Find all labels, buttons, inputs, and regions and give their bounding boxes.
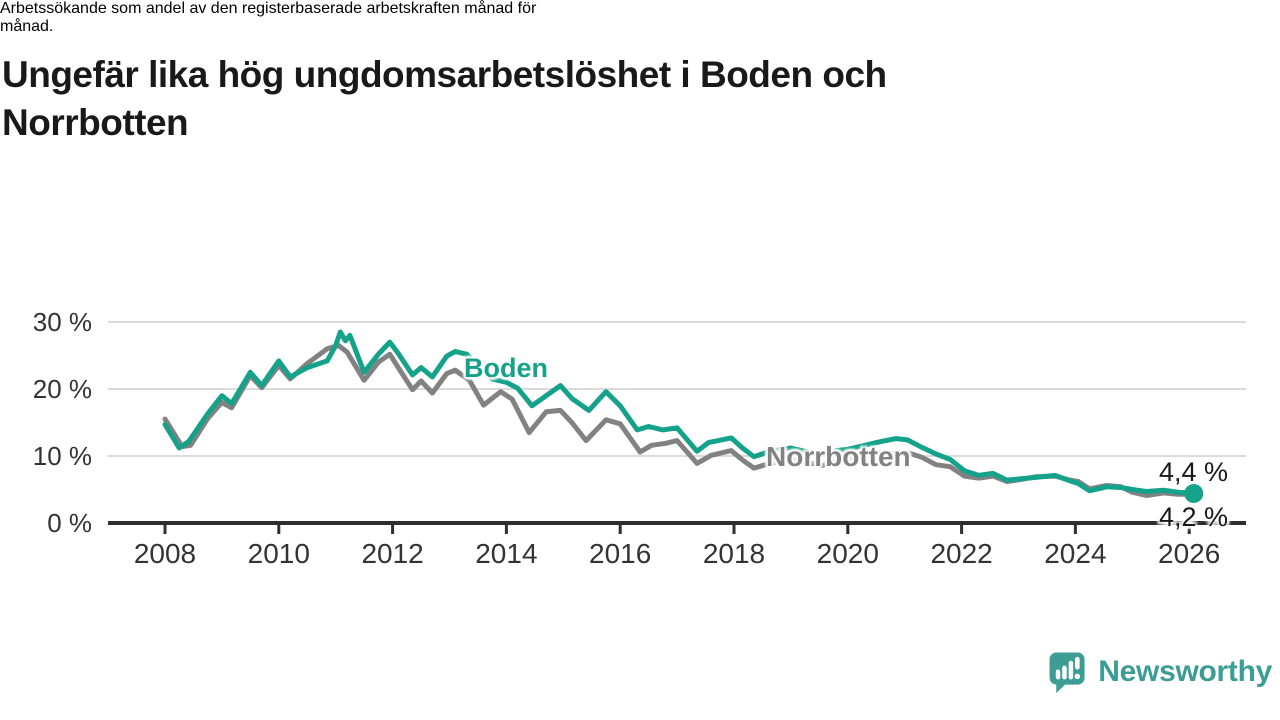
x-axis-label: 2020 — [816, 538, 879, 569]
x-axis-label: 2012 — [361, 538, 424, 569]
x-axis-label: 2016 — [589, 538, 652, 569]
newsworthy-speech-bubble-bars-icon — [1049, 652, 1085, 693]
x-axis-label: 2008 — [133, 538, 197, 569]
series-line-boden — [162, 329, 1197, 496]
newsworthy-logo: Newsworthy — [1047, 650, 1272, 694]
y-axis-label: 10 % — [32, 441, 92, 471]
chart-subtitle-line-1: Arbetssökande som andel av den registerb… — [0, 0, 537, 17]
x-axis-label: 2022 — [930, 538, 993, 569]
y-axis-label: 20 % — [32, 374, 92, 404]
y-axis-label: 30 % — [32, 307, 92, 337]
end-value-label-boden: 4,4 % — [1158, 457, 1228, 487]
series-line-norrbotten — [162, 342, 1197, 498]
series-end-dot-boden — [1184, 484, 1204, 504]
x-axis-label: 2026 — [1158, 538, 1221, 569]
chart-title: Ungefär lika hög ungdomsarbetslöshet i B… — [2, 51, 1182, 147]
x-axis-label: 2010 — [247, 538, 310, 569]
newsworthy-logo-text: Newsworthy — [1098, 655, 1272, 688]
y-axis-label: 0 % — [47, 508, 92, 538]
x-axis-label: 2018 — [702, 538, 766, 569]
chart-title-line-2: Norrbotten — [2, 101, 189, 143]
x-axis-label: 2014 — [475, 538, 538, 569]
chart-subtitle-line-2: månad. — [0, 18, 54, 35]
x-axis-label: 2024 — [1044, 538, 1107, 569]
chart-title-line-1: Ungefär lika hög ungdomsarbetslöshet i B… — [2, 53, 887, 95]
series-label-norrbotten: Norrbotten — [766, 441, 911, 472]
series-label-boden: Boden — [464, 353, 548, 383]
end-value-label-norrbotten: 4,2 % — [1158, 502, 1228, 532]
